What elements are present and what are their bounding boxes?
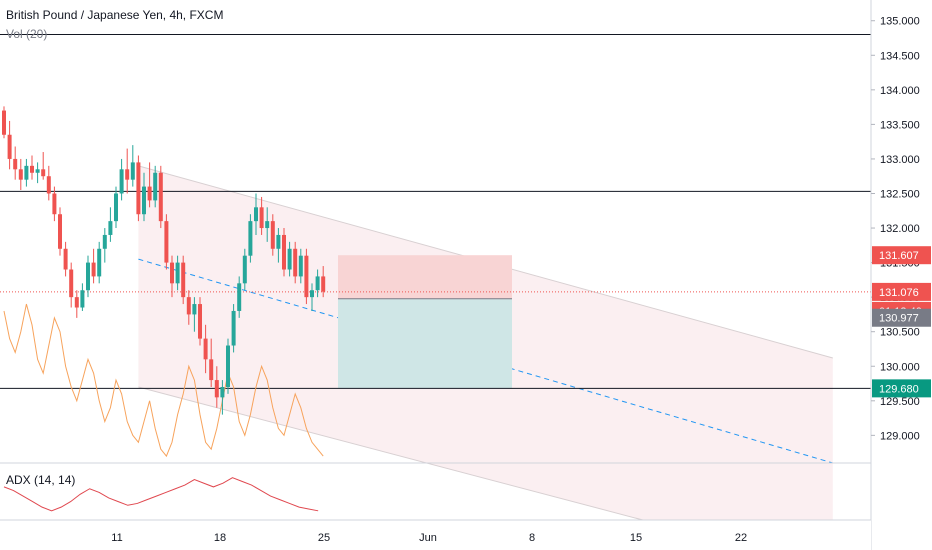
price-tick-label: 133.500	[880, 119, 920, 131]
candle-body[interactable]	[186, 297, 191, 315]
position-stop-zone[interactable]	[338, 255, 512, 299]
price-tag	[872, 282, 931, 301]
price-tick-label: 130.500	[880, 327, 920, 339]
candle-body[interactable]	[259, 207, 264, 229]
time-tick-label: 15	[630, 532, 642, 544]
candle-body[interactable]	[192, 304, 197, 315]
candle-body[interactable]	[214, 380, 219, 398]
candle-body[interactable]	[147, 186, 152, 201]
price-tag-label: 131.076	[879, 287, 919, 299]
symbol-title: British Pound / Japanese Yen, 4h, FXCM	[6, 8, 224, 22]
time-tick-label: 25	[318, 532, 330, 544]
candle-body[interactable]	[7, 134, 12, 159]
volume-oscillator-line[interactable]	[3, 303, 324, 458]
price-tick-label: 129.000	[880, 430, 920, 442]
adx-line[interactable]	[3, 477, 319, 512]
price-tag	[872, 246, 931, 265]
candle-body[interactable]	[170, 262, 174, 284]
candle-body[interactable]	[298, 255, 303, 277]
price-tag	[872, 379, 931, 398]
adx-indicator-label[interactable]: ADX (14, 14)	[6, 473, 76, 487]
candle-body[interactable]	[119, 169, 124, 194]
time-axis-bg	[0, 520, 871, 550]
candle-body[interactable]	[254, 207, 258, 222]
candle-body[interactable]	[282, 234, 286, 270]
candle-body[interactable]	[108, 221, 113, 235]
candle-body[interactable]	[35, 169, 40, 173]
candle-body[interactable]	[220, 386, 225, 398]
candle-body[interactable]	[125, 169, 130, 180]
candle-body[interactable]	[270, 221, 275, 249]
candle-body[interactable]	[18, 169, 23, 180]
candle-body[interactable]	[304, 255, 309, 298]
candle-body[interactable]	[86, 262, 90, 291]
candle-body[interactable]	[41, 169, 46, 177]
candle-body[interactable]	[114, 193, 118, 222]
volume-indicator-label[interactable]: Vol (20)	[6, 27, 48, 41]
candle-body[interactable]	[46, 176, 51, 194]
candle-body[interactable]	[2, 110, 6, 135]
price-tick-label: 133.000	[880, 154, 920, 166]
candle-body[interactable]	[69, 269, 74, 298]
candle-body[interactable]	[58, 214, 62, 249]
candle-body[interactable]	[287, 248, 292, 270]
time-tick-label: 22	[735, 532, 747, 544]
candle-body[interactable]	[97, 248, 102, 277]
candle-body[interactable]	[209, 359, 214, 381]
candle-body[interactable]	[91, 262, 96, 277]
price-tick-label: 134.500	[880, 50, 920, 62]
candle-body[interactable]	[276, 234, 281, 249]
candle-body[interactable]	[102, 234, 107, 249]
candle-body[interactable]	[315, 276, 320, 291]
time-tick-label: 8	[529, 532, 535, 544]
candle-body[interactable]	[153, 172, 158, 201]
time-tick-label: 18	[214, 532, 226, 544]
candle-body[interactable]	[136, 162, 141, 215]
price-tag-label: 130.977	[879, 313, 919, 325]
candle-body[interactable]	[158, 172, 163, 222]
candle-body[interactable]	[198, 304, 202, 339]
price-tag-label: 131.607	[879, 250, 919, 262]
candle-body[interactable]	[242, 255, 247, 284]
candle-body[interactable]	[142, 186, 146, 215]
candle-body[interactable]	[181, 262, 186, 298]
candle-body[interactable]	[80, 290, 85, 308]
candle-body[interactable]	[175, 262, 180, 284]
candle-body[interactable]	[265, 221, 270, 229]
candle-body[interactable]	[310, 290, 314, 298]
price-tag-label: 129.680	[879, 383, 919, 395]
price-tick-label: 130.000	[880, 361, 920, 373]
price-axis-bg	[871, 0, 932, 550]
price-tag	[872, 308, 931, 327]
candle-body[interactable]	[30, 165, 34, 173]
price-tick-label: 134.000	[880, 85, 920, 97]
candle-body[interactable]	[237, 283, 242, 311]
candle-body[interactable]	[203, 338, 208, 360]
candle-body[interactable]	[321, 276, 326, 292]
candle-body[interactable]	[293, 248, 298, 277]
price-tick-label: 132.000	[880, 223, 920, 235]
candle-body[interactable]	[231, 310, 236, 346]
candle-body[interactable]	[164, 221, 169, 263]
candle-body[interactable]	[24, 165, 29, 180]
price-tick-label: 132.500	[880, 188, 920, 200]
candle-body[interactable]	[52, 193, 57, 215]
price-tick-label: 129.500	[880, 396, 920, 408]
time-tick-label: Jun	[419, 532, 437, 544]
candle-body[interactable]	[226, 345, 230, 387]
candle-body[interactable]	[74, 297, 79, 308]
candle-body[interactable]	[63, 248, 68, 270]
candle-body[interactable]	[248, 221, 253, 256]
time-tick-label: 11	[111, 532, 122, 544]
price-tick-label: 135.000	[880, 16, 920, 28]
candle-body[interactable]	[13, 158, 18, 170]
candle-body[interactable]	[130, 162, 135, 180]
position-target-zone[interactable]	[338, 298, 512, 389]
